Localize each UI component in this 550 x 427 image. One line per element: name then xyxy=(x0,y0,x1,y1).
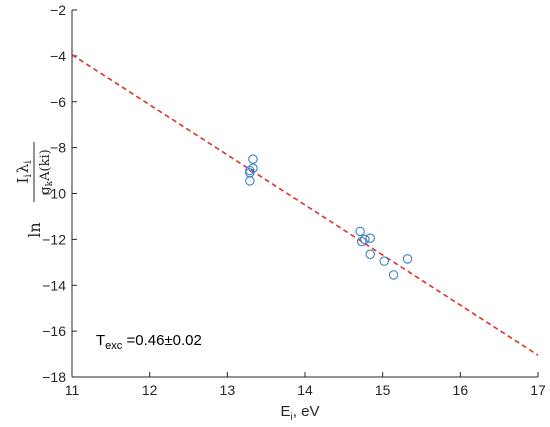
y-tick-label: −18 xyxy=(42,369,66,385)
y-axis-label-denominator: gkA(ki) xyxy=(38,149,55,194)
annotation-texc: Texc =0.46±0.02 xyxy=(96,332,202,352)
data-point xyxy=(356,236,367,247)
data-point xyxy=(365,233,375,243)
data-point xyxy=(245,165,255,176)
y-tick-label: −4 xyxy=(50,48,66,64)
x-tick-label: 15 xyxy=(375,382,391,398)
y-label-den-main: g xyxy=(38,186,53,194)
ticks: 11 12 13 14 15 16 17 −18 −16 −14 −12 −10 −8 −6 −4 −2 xyxy=(42,2,546,398)
annotation-rest: =0.46±0.02 xyxy=(122,332,202,349)
y-label-den-rest: A(ki) xyxy=(38,149,53,182)
x-label-sub: i xyxy=(291,412,293,423)
data-point xyxy=(365,249,375,260)
data-point xyxy=(355,226,365,237)
x-label-suffix: , eV xyxy=(293,403,320,420)
y-tick-label: −2 xyxy=(50,2,66,18)
y-tick-label: −6 xyxy=(50,94,66,110)
fit-line xyxy=(71,54,539,356)
data-point xyxy=(360,234,370,245)
data-point xyxy=(245,176,255,186)
y-label-den-sub: k xyxy=(45,180,55,186)
y-tick-label: −14 xyxy=(42,277,66,293)
y-tick-label: −12 xyxy=(42,231,66,247)
plot-area xyxy=(71,54,539,356)
x-tick-label: 17 xyxy=(530,382,546,398)
y-tick-label: −8 xyxy=(50,140,66,156)
y-label-num-lambda-sub: i xyxy=(23,161,34,164)
data-point xyxy=(248,154,258,164)
data-point xyxy=(388,270,399,280)
x-tick-label: 12 xyxy=(142,382,158,398)
x-tick-label: 14 xyxy=(297,382,313,398)
y-axis-label-numerator: Iiλi xyxy=(14,161,34,184)
annotation-sub: exc xyxy=(105,340,123,352)
data-point xyxy=(402,254,413,264)
annotation-main: T xyxy=(96,332,105,349)
x-axis-label: Ei, eV xyxy=(281,403,320,423)
y-axis-label-prefix: ln xyxy=(25,222,44,237)
data-point xyxy=(379,256,389,266)
x-label-main: E xyxy=(281,403,291,420)
y-label-num-lambda: λ xyxy=(14,163,32,173)
y-label-num-main: I xyxy=(14,177,32,183)
x-tick-label: 16 xyxy=(453,382,469,398)
y-axis-label: ln Iiλi gkA(ki) xyxy=(14,142,55,238)
y-label-num-sub: i xyxy=(23,174,34,177)
axes xyxy=(71,10,538,378)
x-tick-label: 13 xyxy=(220,382,236,398)
y-tick-label: −10 xyxy=(42,186,66,202)
y-tick-label: −16 xyxy=(42,323,66,339)
x-tick-label: 11 xyxy=(65,382,80,398)
